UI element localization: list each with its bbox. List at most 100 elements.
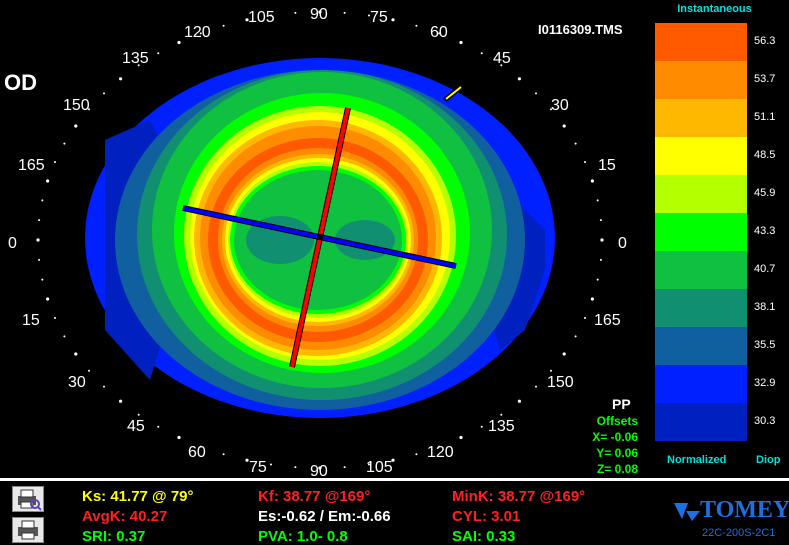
legend-swatch — [655, 327, 747, 365]
tick-mark — [38, 219, 41, 222]
deg-label: 120 — [427, 444, 454, 461]
deg-label: 15 — [598, 157, 616, 174]
tick-mark — [46, 179, 50, 183]
offset-x: X= -0.06 — [592, 430, 638, 444]
brand-name: TOMEY — [700, 497, 789, 523]
kf-value: Kf: 38.77 @169° — [258, 488, 371, 505]
tick-mark — [119, 77, 123, 81]
tick-mark — [480, 425, 483, 428]
tick-mark — [535, 385, 537, 388]
offset-z: Z= 0.08 — [596, 462, 638, 476]
tick-mark — [599, 258, 602, 261]
sri-value: SRI: 0.37 — [82, 528, 146, 545]
mink-value: MinK: 38.77 @169° — [452, 488, 586, 505]
legend-swatch — [655, 251, 747, 289]
legend-value: 45.9 — [754, 187, 776, 199]
tick-mark — [38, 258, 41, 261]
tick-mark — [500, 64, 503, 67]
legend-title: Instantaneous — [677, 3, 752, 15]
tick-mark — [245, 458, 249, 462]
deg-label: 90 — [310, 6, 328, 23]
legend-value: 35.5 — [754, 339, 776, 351]
legend-swatch — [655, 175, 747, 213]
tick-mark — [391, 458, 395, 462]
tick-mark — [480, 52, 483, 55]
tick-mark — [41, 199, 44, 202]
legend-value: 53.7 — [754, 73, 776, 85]
deg-label: 30 — [68, 374, 86, 391]
tick-mark — [596, 278, 599, 281]
tick-mark — [46, 297, 50, 301]
tick-mark — [415, 453, 418, 456]
print-button[interactable] — [12, 517, 44, 543]
tick-mark — [103, 385, 105, 388]
offsets-block: Offsets X= -0.06 Y= 0.06 Z= 0.08 — [586, 413, 638, 477]
tick-mark — [318, 466, 322, 470]
tick-mark — [318, 10, 322, 14]
legend-value: 32.9 — [754, 377, 776, 389]
tick-mark — [584, 317, 586, 319]
eye-label: OD — [4, 70, 37, 95]
deg-label: 105 — [248, 9, 275, 26]
tick-mark — [270, 14, 272, 17]
deg-label: 150 — [63, 97, 90, 114]
deg-label: 165 — [594, 312, 621, 329]
tick-mark — [438, 445, 441, 448]
tick-mark — [599, 219, 602, 222]
legend-swatch — [655, 403, 747, 441]
legend-value: 43.3 — [754, 225, 776, 237]
tick-mark — [177, 40, 181, 45]
legend-value: 56.3 — [754, 35, 776, 47]
print-preview-button[interactable] — [12, 486, 44, 512]
legend-value: 48.5 — [754, 149, 776, 161]
offset-y: Y= 0.06 — [596, 446, 638, 460]
tick-mark — [63, 335, 66, 338]
topography-map: 105 90 75 120 60 135 45 150 30 165 15 0 … — [8, 6, 627, 478]
tick-mark — [294, 466, 297, 469]
tick-mark — [88, 108, 90, 111]
tick-mark — [41, 278, 44, 281]
tick-mark — [103, 92, 105, 95]
deg-label: 60 — [188, 444, 206, 461]
deg-label: 15 — [22, 312, 40, 329]
tick-mark — [294, 11, 297, 14]
tomey-logo-icon — [674, 503, 700, 521]
legend-value: 40.7 — [754, 263, 776, 275]
legend-swatch — [655, 23, 747, 61]
tick-mark — [415, 24, 418, 27]
ks-value: Ks: 41.77 @ 79° — [82, 488, 194, 505]
tick-mark — [270, 463, 272, 466]
tick-mark — [157, 425, 160, 428]
legend-value: 51.1 — [754, 111, 776, 123]
notch-mark-yellow — [445, 86, 462, 100]
printer-icon — [18, 520, 38, 540]
pva-value: PVA: 1.0- 0.8 — [258, 528, 348, 545]
tick-mark — [535, 92, 537, 95]
legend-swatch — [655, 365, 747, 403]
cyl-value: CYL: 3.01 — [452, 508, 521, 525]
tick-mark — [517, 399, 522, 403]
tick-mark — [584, 161, 586, 163]
legend-swatch — [655, 99, 747, 137]
deg-label: 75 — [249, 459, 267, 476]
footer-stats-bar: Ks: 41.77 @ 79° Kf: 38.77 @169° MinK: 38… — [0, 478, 789, 545]
color-scale-legend: Instantaneous 56.3 53.7 51.1 48.5 45.9 43.3 40… — [640, 0, 789, 478]
tick-mark — [343, 11, 346, 14]
brand-code: 22C-200S-2C1 — [702, 527, 776, 539]
deg-label: 45 — [127, 418, 145, 435]
tick-mark — [550, 108, 552, 111]
legend-swatch — [655, 137, 747, 175]
legend-swatch — [655, 289, 747, 327]
tick-mark — [245, 18, 249, 22]
tick-mark — [368, 14, 370, 17]
tick-mark — [550, 369, 552, 372]
tick-mark — [54, 317, 56, 319]
printer-magnify-icon — [18, 489, 42, 511]
deg-label: 150 — [547, 374, 574, 391]
tick-mark — [500, 413, 503, 416]
tick-mark — [222, 453, 225, 456]
deg-label: 75 — [370, 9, 388, 26]
file-name: I0116309.TMS — [538, 22, 623, 37]
sai-value: SAI: 0.33 — [452, 528, 516, 545]
tick-mark — [574, 335, 577, 338]
